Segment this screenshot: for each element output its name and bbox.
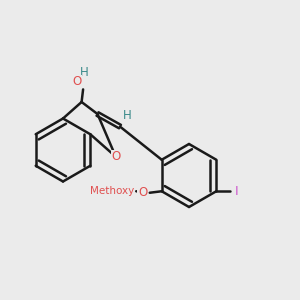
Text: H: H	[80, 67, 89, 80]
Text: Methoxy: Methoxy	[90, 186, 134, 196]
Text: I: I	[235, 185, 239, 198]
Text: H: H	[123, 109, 132, 122]
Text: O: O	[138, 186, 147, 199]
Text: O: O	[73, 76, 82, 88]
Text: O: O	[111, 150, 120, 163]
